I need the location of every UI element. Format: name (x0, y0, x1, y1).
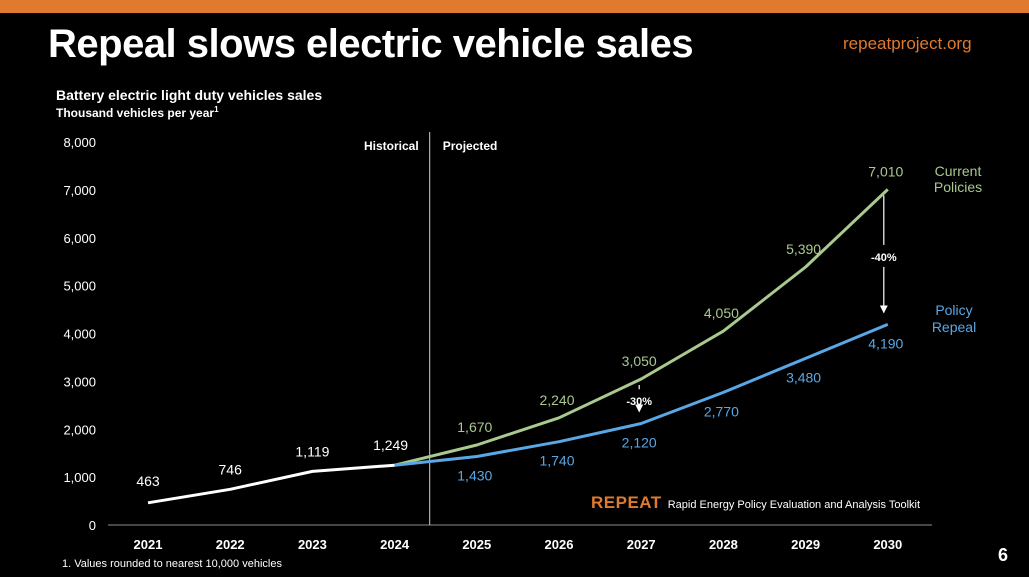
y-tick-label: 2,000 (63, 422, 96, 437)
data-label-policy-repeal: 1,740 (539, 453, 574, 469)
reduction-annotation-label: -40% (871, 252, 897, 264)
y-tick-label: 0 (89, 518, 96, 533)
data-label-policy-repeal: 1,430 (457, 468, 492, 484)
data-label-historical: 1,119 (295, 443, 329, 459)
data-label-current-policies: 5,390 (786, 241, 821, 257)
data-label-current-policies: 1,670 (457, 419, 492, 435)
y-tick-label: 8,000 (63, 135, 96, 150)
repeat-logo: REPEAT Rapid Energy Policy Evaluation and… (591, 493, 920, 513)
x-tick-label: 2028 (709, 537, 738, 552)
x-tick-label: 2024 (380, 537, 410, 552)
x-tick-label: 2021 (134, 537, 163, 552)
y-tick-label: 4,000 (63, 327, 96, 342)
series-line-current-policies (394, 188, 889, 467)
y-tick-label: 6,000 (63, 231, 96, 246)
x-tick-label: 2027 (627, 537, 656, 552)
data-label-policy-repeal: 2,770 (704, 403, 739, 419)
data-label-policy-repeal: 3,480 (786, 369, 821, 385)
data-label-current-policies: 3,050 (622, 353, 657, 369)
chart-unit-label: Thousand vehicles per year1 (56, 105, 219, 120)
x-tick-label: 2030 (873, 537, 902, 552)
x-tick-label: 2029 (791, 537, 820, 552)
y-tick-label: 1,000 (63, 470, 96, 485)
data-label-historical: 1,249 (373, 437, 408, 453)
top-accent-bar (0, 0, 1029, 13)
data-label-current-policies: 4,050 (704, 305, 739, 321)
data-label-current-policies: 2,240 (539, 392, 574, 408)
slide-title: Repeal slows electric vehicle sales (48, 22, 694, 66)
data-label-current-policies: 7,010 (868, 163, 903, 179)
legend-current-policies: Policies (934, 179, 982, 195)
divider-label-projected: Projected (443, 139, 498, 153)
legend-policy-repeal: Policy (935, 302, 972, 318)
footnote: 1. Values rounded to nearest 10,000 vehi… (62, 558, 282, 570)
data-label-historical: 463 (136, 473, 160, 489)
data-label-policy-repeal: 4,190 (868, 335, 903, 351)
series-line-policy-repeal (394, 323, 889, 467)
reduction-annotation-label: -30% (626, 396, 652, 408)
page-number: 6 (998, 545, 1009, 565)
logo-tagline: Rapid Energy Policy Evaluation and Analy… (667, 499, 921, 511)
chart-subtitle: Battery electric light duty vehicles sal… (56, 87, 323, 103)
data-label-policy-repeal: 2,120 (622, 435, 657, 451)
x-tick-label: 2026 (545, 537, 574, 552)
y-tick-label: 5,000 (63, 279, 96, 294)
site-url[interactable]: repeatproject.org (843, 34, 972, 53)
x-tick-label: 2022 (216, 537, 245, 552)
x-tick-label: 2023 (298, 537, 327, 552)
legend-policy-repeal: Repeal (932, 319, 976, 335)
logo-wordmark: REPEAT (591, 493, 662, 512)
series-line-historical (147, 463, 395, 505)
x-tick-label: 2025 (462, 537, 491, 552)
legend-current-policies: Current (935, 163, 982, 179)
y-tick-label: 3,000 (63, 374, 96, 389)
divider-label-historical: Historical (364, 139, 419, 153)
y-tick-label: 7,000 (63, 183, 96, 198)
data-label-historical: 746 (219, 461, 243, 477)
